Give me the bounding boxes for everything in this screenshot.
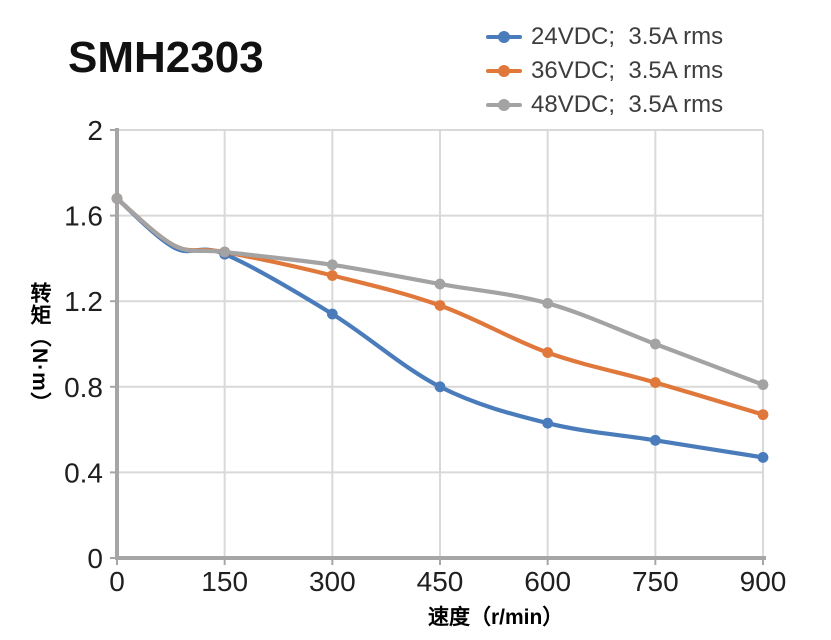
y-tick-label: 0.8 xyxy=(64,372,103,403)
chart-title: SMH2303 xyxy=(68,33,264,82)
data-point-marker xyxy=(757,379,769,391)
legend-item-24vdc: 24VDC; 3.5A rms xyxy=(486,20,723,54)
y-axis-title: 转矩（N·m） xyxy=(28,282,51,414)
data-point-marker xyxy=(542,297,554,309)
data-point-marker xyxy=(219,246,231,258)
y-tick-label: 0.4 xyxy=(64,457,103,488)
data-point-marker xyxy=(542,417,554,429)
y-tick-label: 2 xyxy=(87,115,103,146)
x-tick-label: 0 xyxy=(109,566,125,597)
x-tick-label: 300 xyxy=(309,566,356,597)
legend-label: 24VDC; 3.5A rms xyxy=(531,23,724,50)
y-tick-label: 1.6 xyxy=(64,201,103,232)
legend-line-marker-icon xyxy=(486,31,522,43)
legend-item-48vdc: 48VDC; 3.5A rms xyxy=(486,88,723,122)
data-point-marker xyxy=(649,377,661,388)
legend-line-marker-icon xyxy=(486,65,522,77)
x-axis-title: 速度（r/min） xyxy=(428,606,564,629)
legend-item-36vdc: 36VDC; 3.5A rms xyxy=(486,54,723,88)
data-point-marker xyxy=(649,434,661,446)
data-point-marker xyxy=(326,270,338,281)
x-tick-label: 450 xyxy=(417,566,464,597)
y-tick-label: 1.2 xyxy=(64,286,103,317)
data-point-marker xyxy=(326,259,338,271)
legend-label: 48VDC; 3.5A rms xyxy=(531,91,724,118)
data-point-marker xyxy=(326,308,338,320)
data-point-marker xyxy=(757,452,769,463)
data-point-marker xyxy=(649,338,661,350)
legend-line-marker-icon xyxy=(486,99,522,111)
data-point-marker xyxy=(434,278,446,290)
y-tick-label: 0 xyxy=(87,543,103,574)
x-tick-label: 750 xyxy=(632,566,679,597)
x-tick-label: 150 xyxy=(201,566,248,597)
data-point-marker xyxy=(542,347,554,358)
data-point-marker xyxy=(434,381,446,393)
legend: 24VDC; 3.5A rms 36VDC; 3.5A rms 48VDC; 3… xyxy=(486,20,723,122)
data-point-marker xyxy=(111,193,123,204)
data-point-marker xyxy=(757,409,769,421)
legend-label: 36VDC; 3.5A rms xyxy=(531,57,724,84)
x-tick-label: 900 xyxy=(740,566,787,597)
data-point-marker xyxy=(434,300,446,311)
x-tick-label: 600 xyxy=(524,566,571,597)
